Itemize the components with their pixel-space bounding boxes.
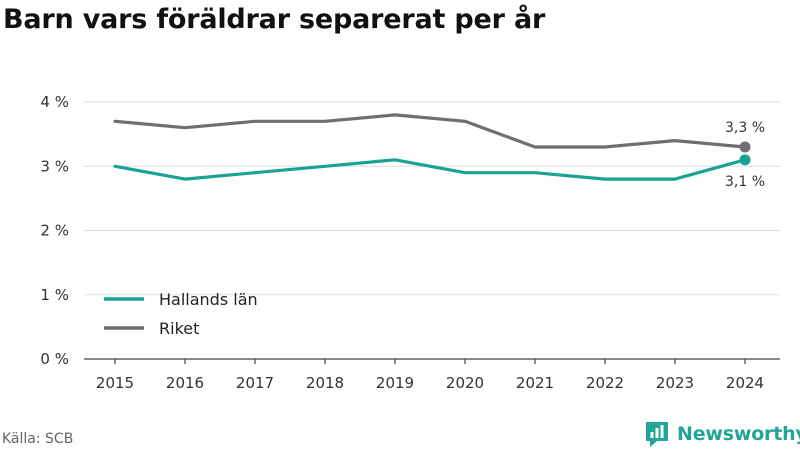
series-line-hallands-lan (113, 158, 747, 181)
y-tick-label: 1 % (40, 286, 69, 304)
chart-title: Barn vars föräldrar separerat per år (3, 4, 546, 35)
x-axis: 2015 2016 2017 2018 2019 2020 2021 2022 2023 2024 (84, 358, 780, 392)
end-label: 3,3 % (725, 120, 765, 136)
x-tick-label: 2022 (586, 374, 624, 392)
y-tick-label: 2 % (40, 222, 69, 240)
y-tick-label: 0 % (40, 350, 69, 368)
brand-logo: Newsworthy (644, 420, 800, 448)
y-tick-label: 3 % (40, 157, 69, 175)
x-tick-label: 2021 (516, 374, 554, 392)
brand-name: Newsworthy (677, 423, 800, 445)
newsworthy-logo-icon (646, 422, 668, 447)
x-tick-label: 2015 (96, 374, 134, 392)
gridlines (84, 101, 780, 296)
source-note: Källa: SCB (2, 431, 74, 447)
legend-label: Hallands län (159, 290, 258, 309)
x-tick-label: 2023 (656, 374, 694, 392)
legend-label: Riket (159, 319, 199, 338)
x-tick-label: 2020 (446, 374, 484, 392)
x-tick-label: 2016 (166, 374, 204, 392)
legend: Hallands län Riket (104, 290, 258, 338)
x-tick-label: 2019 (376, 374, 414, 392)
x-tick-label: 2024 (726, 374, 764, 392)
y-tick-label: 4 % (40, 93, 69, 111)
end-points: 3,1 % 3,3 % (725, 120, 765, 190)
x-tick-label: 2017 (236, 374, 274, 392)
series-lines (113, 113, 747, 181)
end-label: 3,1 % (725, 174, 765, 190)
end-point-riket (739, 141, 751, 153)
y-axis-ticks: 0 % 1 % 2 % 3 % 4 % (40, 93, 69, 368)
x-tick-label: 2018 (306, 374, 344, 392)
series-line-riket (113, 113, 747, 149)
end-point-hallands-lan (739, 154, 751, 166)
